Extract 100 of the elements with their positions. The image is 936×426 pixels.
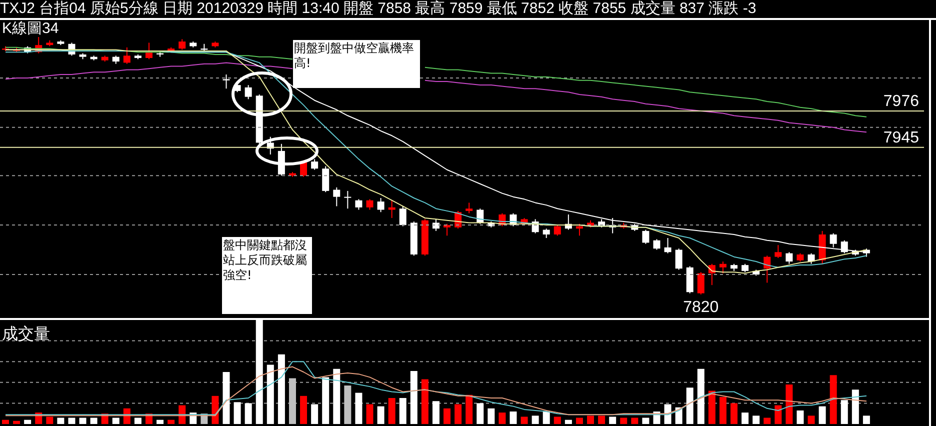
candlestick xyxy=(554,224,561,236)
candlestick xyxy=(344,190,352,210)
bar xyxy=(488,408,495,424)
candlestick xyxy=(399,206,406,227)
bar xyxy=(510,412,517,424)
bar xyxy=(752,416,760,424)
bar xyxy=(598,416,606,424)
bar xyxy=(212,396,219,424)
candlestick xyxy=(432,218,440,232)
bar xyxy=(168,420,175,424)
bar xyxy=(134,418,142,424)
bar xyxy=(222,372,230,424)
bar xyxy=(79,418,86,424)
bar xyxy=(642,418,650,424)
bar xyxy=(421,379,428,424)
bar xyxy=(862,416,870,424)
bar xyxy=(410,370,418,424)
bar xyxy=(234,402,241,424)
bar xyxy=(796,410,804,424)
candlestick xyxy=(774,244,782,258)
chart-title: 成交量 xyxy=(2,324,50,345)
bar xyxy=(742,412,749,424)
bar xyxy=(244,403,252,424)
bar xyxy=(542,412,550,424)
bar xyxy=(554,416,561,424)
bar xyxy=(564,420,572,424)
bar xyxy=(808,416,815,424)
bar xyxy=(278,354,285,424)
bar xyxy=(388,398,396,424)
bar xyxy=(852,390,859,424)
bar xyxy=(774,405,782,424)
chart-title: TXJ2 台指04 原始5分線 日期 20120329 時間 13:40 開盤 7858 最高 7859 最低 7852 收盤 7855 成交量 837 漲跌 -3 xyxy=(0,0,936,20)
candlestick xyxy=(145,42,152,60)
candlestick xyxy=(576,223,583,236)
candlestick xyxy=(366,198,374,210)
bar xyxy=(454,404,462,424)
bar xyxy=(444,408,451,424)
bar xyxy=(399,398,406,424)
bar xyxy=(300,396,308,424)
bar xyxy=(576,418,583,424)
candlestick xyxy=(178,38,186,50)
bar xyxy=(476,403,484,424)
bar xyxy=(520,416,528,424)
chart-subtitle: K線圖34 xyxy=(2,20,59,37)
bar xyxy=(764,418,771,424)
candlestick xyxy=(444,223,451,236)
candlestick xyxy=(808,252,815,264)
bar xyxy=(609,416,616,424)
candlestick xyxy=(786,252,793,264)
bar xyxy=(311,404,318,424)
bar xyxy=(46,416,54,424)
candlestick xyxy=(222,74,230,90)
bar xyxy=(818,406,826,424)
bar xyxy=(156,420,164,424)
bar xyxy=(322,377,330,424)
bar xyxy=(377,406,384,424)
ref-line-label: 7945 xyxy=(883,129,920,146)
bar xyxy=(697,368,704,424)
bar xyxy=(112,418,120,424)
bar xyxy=(90,418,98,424)
bar xyxy=(288,378,296,424)
bar xyxy=(432,401,440,424)
ref-line-label: 7976 xyxy=(883,92,920,110)
candlestick xyxy=(642,229,650,244)
bar xyxy=(719,396,726,424)
candlestick xyxy=(322,166,330,193)
candlestick xyxy=(675,248,682,270)
candlestick xyxy=(333,186,340,207)
bar xyxy=(24,420,32,424)
candlestick xyxy=(653,238,660,250)
bar xyxy=(366,404,374,424)
bar xyxy=(631,418,638,424)
bar xyxy=(344,386,352,424)
candlestick xyxy=(388,200,396,218)
bar xyxy=(57,418,64,424)
note-box: 開盤到盤中做空贏機率高! xyxy=(293,40,420,88)
candlestick xyxy=(355,198,362,210)
bar xyxy=(840,400,848,424)
bar xyxy=(498,412,506,424)
candlestick xyxy=(719,261,726,274)
bar xyxy=(266,364,274,424)
bar xyxy=(532,416,539,424)
candlestick xyxy=(244,84,252,100)
bar xyxy=(708,390,716,424)
bar xyxy=(355,392,362,424)
candlestick xyxy=(466,202,473,214)
candlestick xyxy=(830,232,837,248)
bar xyxy=(2,420,9,424)
note-box: 盤中關鍵點都沒站上反而跌破屬強空! xyxy=(222,237,312,314)
bar xyxy=(68,418,76,424)
bar xyxy=(13,420,20,424)
bar xyxy=(333,368,340,424)
bar xyxy=(587,416,594,424)
candlestick xyxy=(542,228,550,238)
bar xyxy=(830,375,837,424)
candlestick xyxy=(123,46,130,64)
candlestick xyxy=(311,158,318,170)
bar xyxy=(786,384,793,424)
annotation: 7820 xyxy=(683,298,719,316)
bar xyxy=(686,388,694,424)
